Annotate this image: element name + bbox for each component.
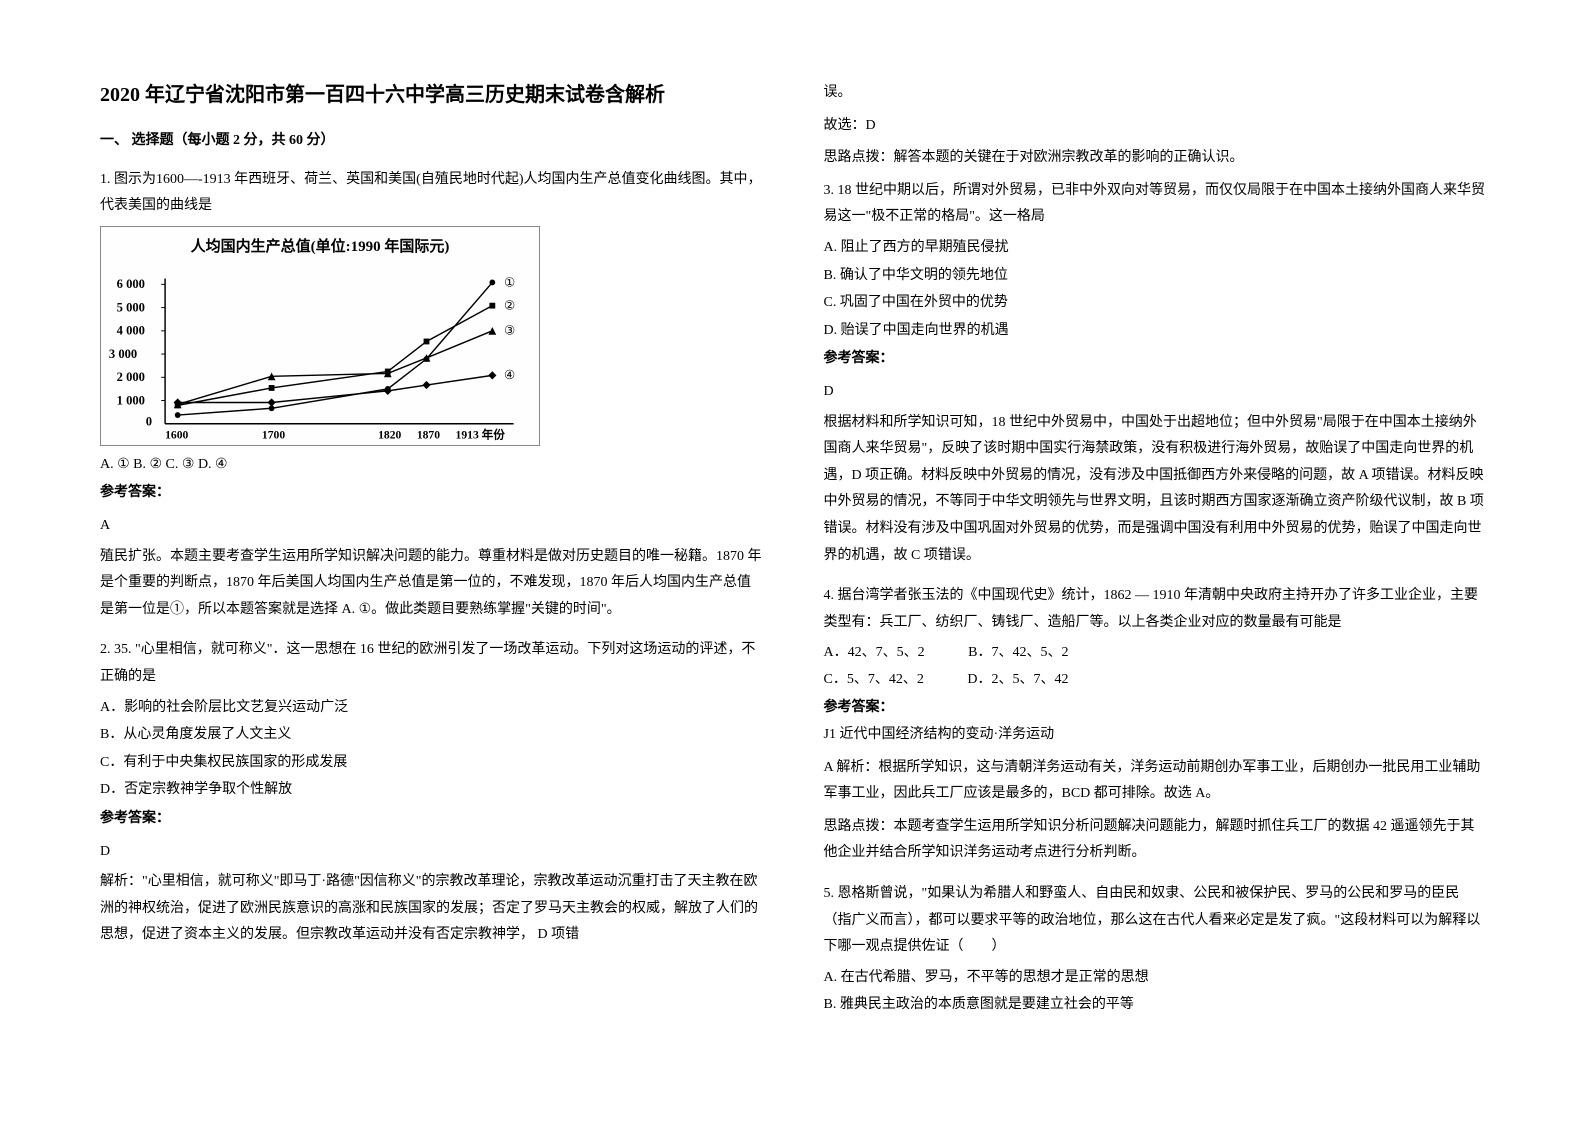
ytick-4000: 4 000 — [117, 324, 145, 338]
xtick-1600: 1600 — [165, 429, 188, 442]
ytick-0: 0 — [146, 415, 152, 429]
q4-explanation-p1: A 解析：根据所学知识，这与清朝洋务运动有关，洋务运动前期创办军事工业，后期创办… — [824, 755, 1488, 808]
question-2: 2. 35. "心里相信，就可称义"．这一思想在 16 世纪的欧洲引发了一场改革… — [100, 637, 764, 955]
q2-option-a: A．影响的社会阶层比文艺复兴运动广泛 — [100, 695, 764, 722]
xtick-1700: 1700 — [262, 429, 285, 442]
left-column: 2020 年辽宁省沈阳市第一百四十六中学高三历史期末试卷含解析 一、 选择题（每… — [100, 80, 764, 1082]
q3-answer-title: 参考答案： — [824, 346, 1488, 373]
question-3: 3. 18 世纪中期以后，所谓对外贸易，已非中外双向对等贸易，而仅仅局限于在中国… — [824, 178, 1488, 575]
series-2-label: ② — [504, 299, 515, 313]
series-3-label: ③ — [504, 324, 515, 338]
q3-explanation: 根据材料和所学知识可知，18 世纪中外贸易中，中国处于出超地位；但中外贸易"局限… — [824, 410, 1488, 570]
ytick-5000: 5 000 — [117, 301, 145, 315]
q1-explanation: 殖民扩张。本题主要考查学生运用所学知识解决问题的能力。尊重材料是做对历史题目的唯… — [100, 544, 764, 624]
q2-answer: D — [100, 839, 764, 866]
ytick-3000: 3 000 — [109, 347, 137, 361]
q4-subtitle: J1 近代中国经济结构的变动·洋务运动 — [824, 722, 1488, 749]
q2-explanation-p3: 故选：D — [824, 113, 1488, 140]
question-1: 1. 图示为1600—-1913 年西班牙、荷兰、英国和美国(自殖民地时代起)人… — [100, 167, 764, 630]
q2-explanation-p2: 误。 — [824, 80, 1488, 107]
q2-explanation-p4: 思路点拨：解答本题的关键在于对欧洲宗教改革的影响的正确认识。 — [824, 145, 1488, 172]
q4-option-a: A．42、7、5、2 — [824, 640, 925, 667]
xtick-1820: 1820 — [378, 429, 401, 442]
q2-answer-title: 参考答案： — [100, 806, 764, 833]
q4-text: 4. 据台湾学者张玉法的《中国现代史》统计，1862 — 1910 年清朝中央政… — [824, 583, 1488, 636]
q2-explanation-p1: 解析："心里相信，就可称义"即马丁·路德"因信称义"的宗教改革理论，宗教改革运动… — [100, 869, 764, 949]
chart-container: 人均国内生产总值(单位:1990 年国际元) 6 000 5 000 4 000… — [100, 226, 540, 446]
q5-option-a: A. 在古代希腊、罗马，不平等的思想才是正常的思想 — [824, 965, 1488, 992]
q3-answer: D — [824, 379, 1488, 406]
q2-option-c: C．有利于中央集权民族国家的形成发展 — [100, 750, 764, 777]
ytick-6000: 6 000 — [117, 278, 145, 292]
q1-answer: A — [100, 513, 764, 540]
series-1-label: ① — [504, 276, 515, 290]
q1-answer-title: 参考答案： — [100, 480, 764, 507]
ytick-1000: 1 000 — [117, 394, 145, 408]
exam-title: 2020 年辽宁省沈阳市第一百四十六中学高三历史期末试卷含解析 — [100, 80, 764, 110]
right-column: 误。 故选：D 思路点拨：解答本题的关键在于对欧洲宗教改革的影响的正确认识。 3… — [824, 80, 1488, 1082]
ytick-2000: 2 000 — [117, 370, 145, 384]
q3-option-a: A. 阻止了西方的早期殖民侵扰 — [824, 235, 1488, 262]
series-4-label: ④ — [504, 369, 515, 383]
q2-option-b: B．从心灵角度发展了人文主义 — [100, 722, 764, 749]
q4-option-c: C．5、7、42、2 — [824, 667, 924, 694]
q5-text: 5. 恩格斯曾说，"如果认为希腊人和野蛮人、自由民和奴隶、公民和被保护民、罗马的… — [824, 881, 1488, 961]
chart-title: 人均国内生产总值(单位:1990 年国际元) — [107, 233, 533, 262]
q3-text: 3. 18 世纪中期以后，所谓对外贸易，已非中外双向对等贸易，而仅仅局限于在中国… — [824, 178, 1488, 231]
xtick-1913: 1913 年份 — [456, 428, 506, 442]
chart-svg: 6 000 5 000 4 000 3 000 2 000 1 000 0 16… — [107, 265, 533, 447]
q2-text: 2. 35. "心里相信，就可称义"．这一思想在 16 世纪的欧洲引发了一场改革… — [100, 637, 764, 690]
q3-option-b: B. 确认了中华文明的领先地位 — [824, 263, 1488, 290]
question-4: 4. 据台湾学者张玉法的《中国现代史》统计，1862 — 1910 年清朝中央政… — [824, 583, 1488, 873]
q1-text: 1. 图示为1600—-1913 年西班牙、荷兰、英国和美国(自殖民地时代起)人… — [100, 167, 764, 220]
q2-option-d: D．否定宗教神学争取个性解放 — [100, 777, 764, 804]
q3-option-c: C. 巩固了中国在外贸中的优势 — [824, 290, 1488, 317]
q5-option-b: B. 雅典民主政治的本质意图就是要建立社会的平等 — [824, 992, 1488, 1019]
q4-explanation-p2: 思路点拨：本题考查学生运用所学知识分析问题解决问题能力，解题时抓住兵工厂的数据 … — [824, 814, 1488, 867]
q4-answer-title: 参考答案： — [824, 695, 1488, 722]
q4-option-b: B．7、42、5、2 — [968, 640, 1068, 667]
q4-option-d: D．2、5、7、42 — [967, 667, 1068, 694]
question-5: 5. 恩格斯曾说，"如果认为希腊人和野蛮人、自由民和奴隶、公民和被保护民、罗马的… — [824, 881, 1488, 1020]
q3-option-d: D. 贻误了中国走向世界的机遇 — [824, 318, 1488, 345]
section-title: 一、 选择题（每小题 2 分，共 60 分） — [100, 128, 764, 155]
xtick-1870: 1870 — [417, 429, 440, 442]
